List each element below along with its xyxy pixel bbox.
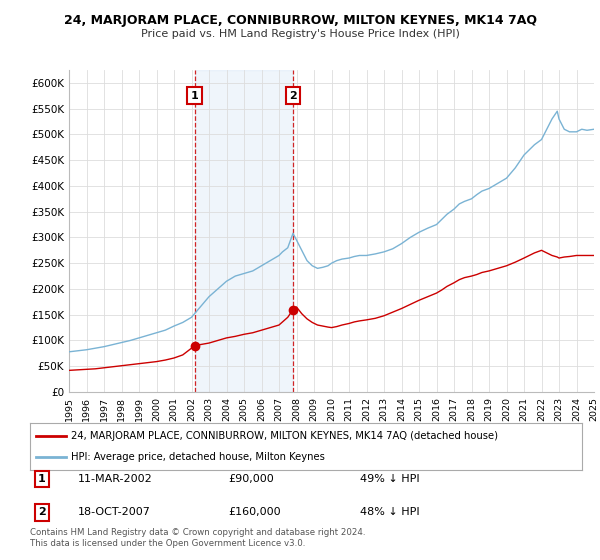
Text: 1: 1 <box>191 91 199 101</box>
Text: £90,000: £90,000 <box>228 474 274 484</box>
Text: 1: 1 <box>38 474 46 484</box>
Text: 2: 2 <box>289 91 297 101</box>
Text: 11-MAR-2002: 11-MAR-2002 <box>78 474 153 484</box>
Text: Price paid vs. HM Land Registry's House Price Index (HPI): Price paid vs. HM Land Registry's House … <box>140 29 460 39</box>
Text: 49% ↓ HPI: 49% ↓ HPI <box>360 474 419 484</box>
Text: 48% ↓ HPI: 48% ↓ HPI <box>360 507 419 517</box>
Text: £160,000: £160,000 <box>228 507 281 517</box>
Text: Contains HM Land Registry data © Crown copyright and database right 2024.
This d: Contains HM Land Registry data © Crown c… <box>30 528 365 548</box>
Text: 24, MARJORAM PLACE, CONNIBURROW, MILTON KEYNES, MK14 7AQ (detached house): 24, MARJORAM PLACE, CONNIBURROW, MILTON … <box>71 431 499 441</box>
Text: 18-OCT-2007: 18-OCT-2007 <box>78 507 151 517</box>
Text: HPI: Average price, detached house, Milton Keynes: HPI: Average price, detached house, Milt… <box>71 452 325 462</box>
Text: 2: 2 <box>38 507 46 517</box>
Text: 24, MARJORAM PLACE, CONNIBURROW, MILTON KEYNES, MK14 7AQ: 24, MARJORAM PLACE, CONNIBURROW, MILTON … <box>64 14 536 27</box>
Bar <box>195 70 293 392</box>
